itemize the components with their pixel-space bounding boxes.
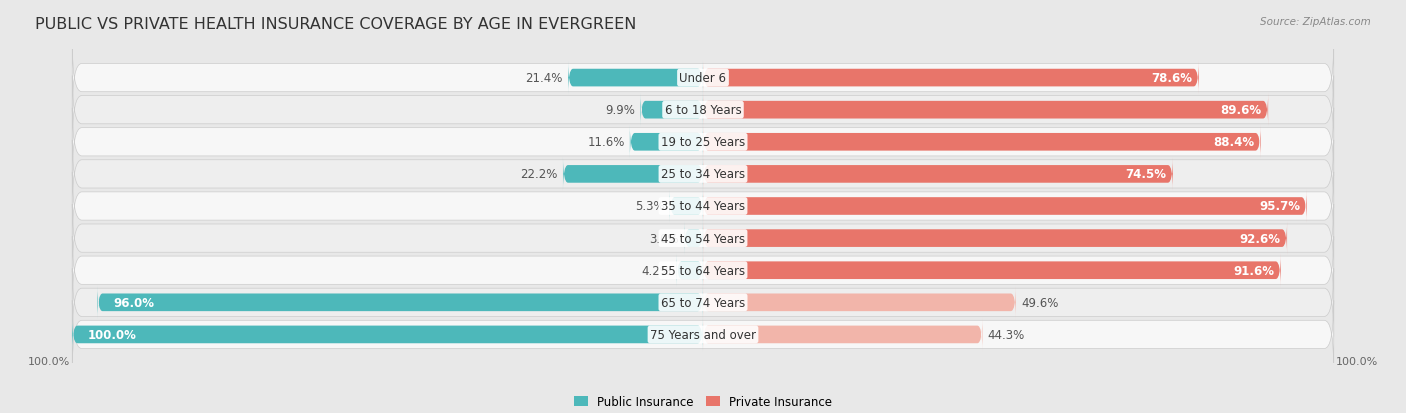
Text: 5.3%: 5.3% [636, 200, 665, 213]
FancyBboxPatch shape [97, 286, 703, 319]
FancyBboxPatch shape [72, 109, 1334, 176]
FancyBboxPatch shape [630, 126, 703, 159]
FancyBboxPatch shape [562, 158, 703, 191]
Text: 75 Years and over: 75 Years and over [650, 328, 756, 341]
Text: 55 to 64 Years: 55 to 64 Years [661, 264, 745, 277]
Text: Under 6: Under 6 [679, 72, 727, 85]
Text: 9.9%: 9.9% [606, 104, 636, 117]
FancyBboxPatch shape [72, 45, 1334, 112]
Text: 3.0%: 3.0% [650, 232, 679, 245]
Text: 11.6%: 11.6% [588, 136, 624, 149]
Text: 89.6%: 89.6% [1220, 104, 1261, 117]
FancyBboxPatch shape [703, 62, 1199, 95]
Text: 92.6%: 92.6% [1240, 232, 1281, 245]
Text: 88.4%: 88.4% [1213, 136, 1254, 149]
Text: 100.0%: 100.0% [28, 356, 70, 366]
Text: 74.5%: 74.5% [1126, 168, 1167, 181]
Text: 4.2%: 4.2% [641, 264, 672, 277]
Text: 96.0%: 96.0% [114, 296, 155, 309]
FancyBboxPatch shape [72, 173, 1334, 240]
Text: 91.6%: 91.6% [1233, 264, 1274, 277]
FancyBboxPatch shape [703, 286, 1017, 319]
FancyBboxPatch shape [703, 318, 983, 351]
FancyBboxPatch shape [568, 62, 703, 95]
FancyBboxPatch shape [72, 318, 703, 351]
FancyBboxPatch shape [703, 158, 1173, 191]
FancyBboxPatch shape [703, 254, 1281, 287]
FancyBboxPatch shape [72, 268, 1334, 337]
Text: 95.7%: 95.7% [1260, 200, 1301, 213]
Text: 49.6%: 49.6% [1021, 296, 1059, 309]
Text: 78.6%: 78.6% [1152, 72, 1192, 85]
FancyBboxPatch shape [685, 222, 703, 255]
FancyBboxPatch shape [703, 126, 1261, 159]
FancyBboxPatch shape [72, 140, 1334, 209]
Text: 19 to 25 Years: 19 to 25 Years [661, 136, 745, 149]
Text: Source: ZipAtlas.com: Source: ZipAtlas.com [1260, 17, 1371, 26]
Text: 21.4%: 21.4% [526, 72, 562, 85]
FancyBboxPatch shape [72, 301, 1334, 368]
Text: 22.2%: 22.2% [520, 168, 558, 181]
Text: 6 to 18 Years: 6 to 18 Years [665, 104, 741, 117]
Legend: Public Insurance, Private Insurance: Public Insurance, Private Insurance [574, 395, 832, 408]
Text: PUBLIC VS PRIVATE HEALTH INSURANCE COVERAGE BY AGE IN EVERGREEN: PUBLIC VS PRIVATE HEALTH INSURANCE COVER… [35, 17, 637, 31]
FancyBboxPatch shape [641, 94, 703, 127]
Text: 100.0%: 100.0% [1336, 356, 1378, 366]
Text: 65 to 74 Years: 65 to 74 Years [661, 296, 745, 309]
FancyBboxPatch shape [72, 237, 1334, 304]
FancyBboxPatch shape [703, 222, 1286, 255]
Text: 25 to 34 Years: 25 to 34 Years [661, 168, 745, 181]
FancyBboxPatch shape [676, 254, 703, 287]
FancyBboxPatch shape [703, 94, 1268, 127]
FancyBboxPatch shape [703, 190, 1306, 223]
Text: 45 to 54 Years: 45 to 54 Years [661, 232, 745, 245]
Text: 100.0%: 100.0% [89, 328, 136, 341]
FancyBboxPatch shape [72, 204, 1334, 273]
FancyBboxPatch shape [72, 76, 1334, 145]
Text: 44.3%: 44.3% [987, 328, 1025, 341]
Text: 35 to 44 Years: 35 to 44 Years [661, 200, 745, 213]
FancyBboxPatch shape [669, 190, 703, 223]
